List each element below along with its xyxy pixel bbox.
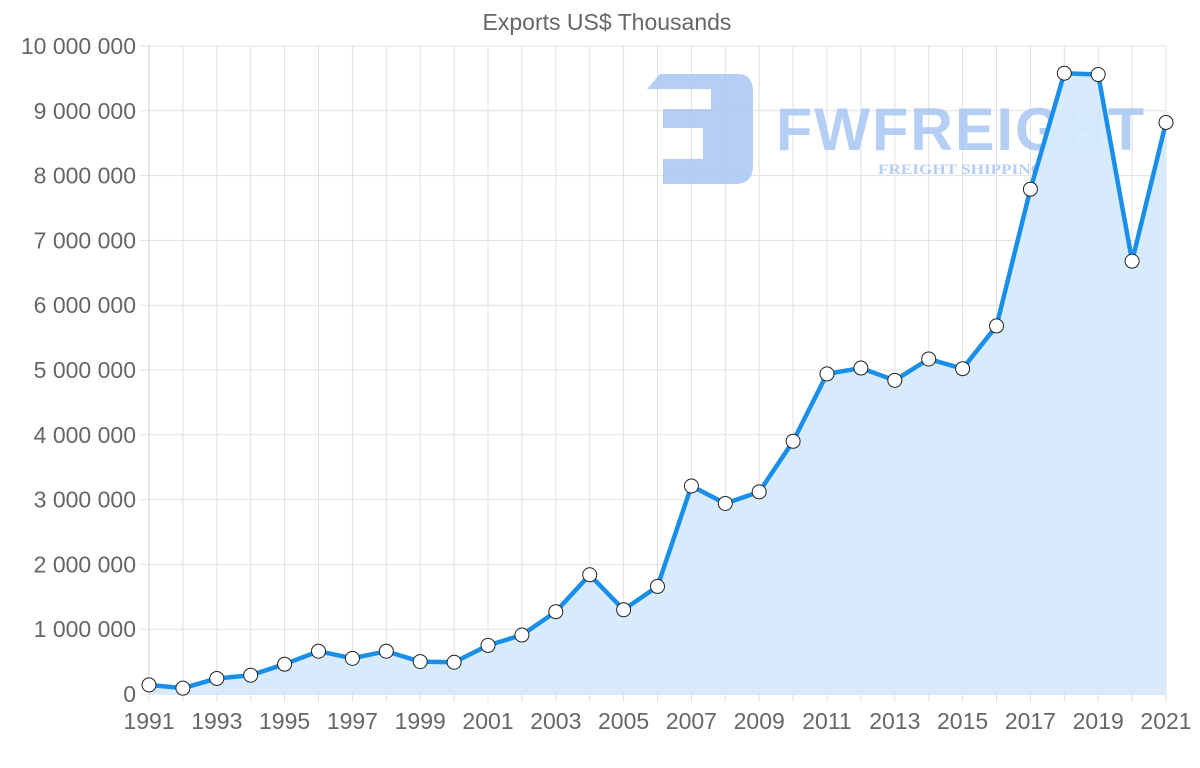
watermark-tagline: FREIGHT SHIPPING [878, 162, 1044, 178]
data-point[interactable]: 2009: 3120000 [751, 484, 767, 500]
data-point[interactable]: 2005: 1300000 [616, 602, 632, 618]
data-point[interactable]: 2002: 910000 [514, 627, 530, 643]
x-tick-label: 1997 [327, 708, 378, 734]
area-path [149, 73, 1166, 694]
y-tick-label: 10 000 000 [21, 33, 136, 59]
x-tick-label: 1999 [395, 708, 446, 734]
data-point[interactable]: 2001: 750000 [480, 637, 496, 653]
x-tick-label: 1995 [259, 708, 310, 734]
y-tick-label: 9 000 000 [34, 98, 136, 124]
data-point[interactable]: 2015: 5020000 [955, 361, 971, 377]
data-point[interactable]: 1998: 660000 [378, 643, 394, 659]
y-axis-labels: 0 1 000 000 2 000 000 3 000 000 4 000 000 5 0… [21, 33, 136, 707]
chart-title: Exports US$ Thousands [483, 9, 732, 35]
y-tick-label: 3 000 000 [34, 487, 136, 513]
data-point[interactable]: 2021: 8820000 [1158, 114, 1174, 130]
x-tick-label: 2011 [802, 708, 851, 734]
x-tick-label: 2021 [1140, 708, 1191, 734]
data-point[interactable]: 2008: 2940000 [717, 495, 733, 511]
fwfreight-logo-icon [647, 74, 753, 184]
data-point[interactable]: 2019: 9560000 [1090, 67, 1106, 83]
y-tick-label: 0 [123, 681, 136, 707]
y-tick-label: 4 000 000 [34, 422, 136, 448]
x-axis-labels: 1991 1993 1995 1997 1999 2001 2003 2005 2007 2009… [123, 708, 1191, 734]
data-point[interactable]: 1995: 460000 [277, 656, 293, 672]
data-point[interactable]: 2010: 3900000 [785, 433, 801, 449]
data-point[interactable]: 2006: 1660000 [650, 578, 665, 594]
data-point[interactable]: 1996: 660000 [311, 643, 326, 659]
data-point[interactable]: 2003: 1270000 [548, 604, 564, 620]
x-tick-label: 1991 [123, 708, 174, 734]
data-point[interactable]: 2018: 9580000 [1056, 65, 1072, 81]
x-tick-label: 2017 [1005, 708, 1056, 734]
y-tick-label: 7 000 000 [34, 227, 136, 253]
y-tick-label: 6 000 000 [34, 292, 136, 318]
data-point[interactable]: 1994: 290000 [243, 667, 259, 683]
data-point[interactable]: 2014: 5170000 [921, 351, 937, 367]
x-tick-label: 2009 [734, 708, 785, 734]
data-point[interactable]: 2013: 4840000 [887, 372, 903, 388]
data-point[interactable]: 1997: 550000 [344, 650, 360, 666]
data-point[interactable]: 2011: 4940000 [819, 366, 835, 382]
x-tick-label: 2005 [598, 708, 649, 734]
x-tick-label: 1993 [191, 708, 242, 734]
x-tick-label: 2015 [937, 708, 988, 734]
x-tick-label: 2007 [666, 708, 717, 734]
data-point[interactable]: 2017: 7790000 [1022, 181, 1038, 197]
x-tick-label: 2003 [530, 708, 581, 734]
data-point[interactable]: 2004: 1840000 [582, 567, 598, 583]
x-tick-label: 2019 [1073, 708, 1124, 734]
data-point[interactable]: 2012: 5030000 [853, 360, 869, 376]
y-tick-label: 8 000 000 [34, 163, 136, 189]
y-tick-label: 5 000 000 [34, 357, 136, 383]
x-tick-label: 2013 [869, 708, 920, 734]
area-fill [149, 73, 1166, 694]
data-point[interactable]: 2007: 3210000 [683, 478, 699, 494]
data-point[interactable]: 2020: 6680000 [1124, 253, 1140, 269]
y-tick-label: 1 000 000 [34, 616, 136, 642]
data-point[interactable]: 1991: 140000 [141, 677, 157, 693]
y-tick-label: 2 000 000 [34, 551, 136, 577]
data-point[interactable]: 1993: 240000 [209, 670, 225, 686]
x-tick-label: 2001 [462, 708, 513, 734]
data-point[interactable]: 2016: 5680000 [989, 318, 1004, 334]
